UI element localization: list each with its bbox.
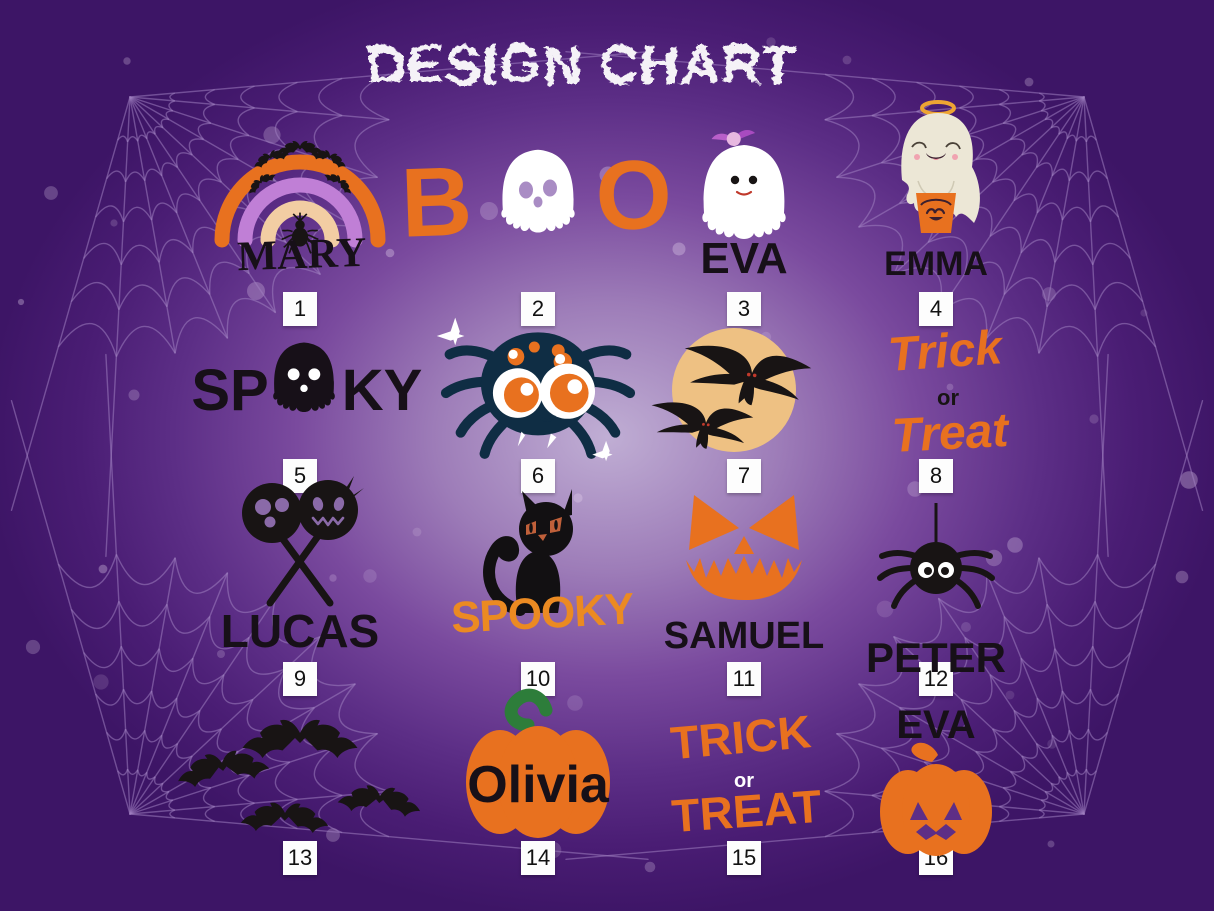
- svg-text:PETER: PETER: [866, 634, 1006, 681]
- svg-text:SAMUEL: SAMUEL: [664, 615, 824, 657]
- svg-text:TRICK: TRICK: [668, 705, 813, 769]
- svg-text:TREAT: TREAT: [670, 780, 823, 842]
- svg-text:SP: SP: [191, 358, 268, 423]
- svg-text:EMMA: EMMA: [884, 245, 988, 283]
- svg-text:EVA: EVA: [896, 703, 975, 747]
- svg-text:LUCAS: LUCAS: [221, 605, 379, 657]
- svg-text:MARY: MARY: [237, 230, 368, 280]
- svg-text:Trick: Trick: [886, 321, 1006, 382]
- svg-text:Olivia: Olivia: [467, 756, 610, 814]
- svg-text:KY: KY: [342, 358, 423, 423]
- svg-text:EVA: EVA: [700, 234, 787, 283]
- svg-text:SPOOKY: SPOOKY: [450, 584, 635, 643]
- svg-text:Treat: Treat: [890, 404, 1011, 463]
